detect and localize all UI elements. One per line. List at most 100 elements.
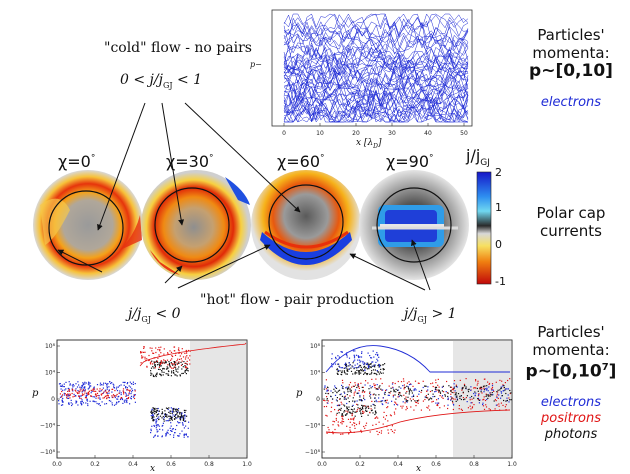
polar-cap-chi60 (251, 170, 361, 280)
scatter-point (69, 393, 71, 395)
scatter-point (181, 413, 183, 415)
scatter-point (154, 434, 156, 436)
scatter-point (340, 422, 342, 424)
scatter-point (176, 417, 178, 419)
trajectory-line (283, 41, 469, 64)
scatter-point (360, 369, 362, 371)
scatter-point (328, 429, 330, 431)
scatter-point (361, 415, 363, 417)
scatter-point (165, 420, 167, 422)
scatter-point (182, 418, 184, 421)
scatter-point (131, 391, 133, 393)
scatter-point (443, 391, 445, 393)
scatter-point (150, 411, 152, 413)
scatter-point (172, 411, 174, 413)
scatter-point (381, 389, 383, 391)
scatter-point (471, 406, 474, 408)
trajectory-line (283, 69, 469, 112)
scatter-point (351, 424, 353, 426)
scatter-point (495, 381, 497, 383)
trajectory-line (283, 90, 469, 119)
scatter-point (334, 394, 337, 396)
scatter-point (406, 406, 408, 408)
scatter-point (75, 395, 77, 397)
scatter-point (473, 404, 475, 406)
scatter-point (130, 398, 132, 400)
cap-label-chi90: χ=90° (386, 152, 434, 171)
scatter-point (372, 369, 375, 371)
scatter-point (68, 394, 70, 396)
scatter-point (384, 391, 386, 393)
scatter-point (367, 364, 369, 366)
scatter-point (356, 372, 358, 374)
scatter-point (363, 395, 365, 397)
scatter-point (167, 429, 169, 431)
scatter-point (150, 432, 152, 434)
scatter-point (108, 386, 110, 388)
scatter-point (334, 385, 336, 387)
scatter-point (470, 402, 472, 404)
scatter-point (154, 408, 156, 410)
scatter-point (490, 388, 493, 390)
trajectory-line (283, 24, 469, 60)
scatter-point (80, 388, 82, 390)
scatter-point (413, 388, 415, 390)
scatter-point (153, 436, 155, 438)
scatter-point (96, 402, 98, 405)
scatter-point (162, 374, 164, 376)
middle-right-line2: currents (540, 222, 602, 240)
bottom-right-legend-photons: photons (544, 426, 598, 442)
scatter-point (104, 382, 107, 384)
scatter-point (334, 409, 336, 411)
scatter-point (391, 400, 393, 402)
scatter-point (85, 382, 87, 384)
scatter-point (371, 370, 373, 372)
scatter-point (377, 388, 379, 390)
scatter-point (360, 382, 362, 384)
scatter-point (92, 400, 94, 402)
scatter-point (111, 396, 113, 398)
ytick-label: −10⁸ (305, 449, 321, 456)
scatter-point (96, 384, 99, 386)
scatter-point (348, 433, 350, 435)
scatter-point (501, 380, 503, 382)
scatter-point (162, 429, 164, 431)
scatter-point (495, 400, 497, 402)
scatter-point (101, 393, 103, 395)
scatter-point (159, 373, 161, 375)
scatter-point (165, 433, 167, 435)
scatter-point (151, 360, 153, 362)
scatter-point (71, 404, 73, 407)
scatter-point (450, 389, 452, 392)
scatter-point (165, 361, 167, 363)
scatter-point (362, 411, 364, 413)
scatter-point (116, 393, 118, 396)
scatter-point (348, 368, 350, 370)
scatter-point (376, 416, 378, 418)
scatter-point (505, 388, 507, 390)
scatter-point (163, 416, 165, 418)
scatter-point (443, 405, 445, 407)
scatter-point (79, 388, 81, 390)
scatter-point (165, 373, 167, 375)
scatter-point (153, 424, 155, 427)
scatter-point (154, 365, 156, 368)
scatter-point (458, 408, 460, 410)
scatter-point (140, 352, 142, 354)
scatter-point (389, 392, 391, 394)
bottom-left-shaded-region (190, 340, 247, 458)
scatter-point (86, 392, 88, 394)
scatter-point (401, 407, 403, 409)
scatter-point (351, 414, 353, 417)
bottom-right-momenta: p~[0,107] (525, 361, 617, 382)
scatter-point (327, 402, 329, 404)
scatter-point (153, 362, 155, 364)
scatter-point (63, 394, 66, 396)
scatter-point (121, 398, 124, 401)
scatter-point (484, 388, 486, 390)
scatter-point (182, 423, 184, 425)
xtick-label: 0.4 (128, 461, 138, 468)
scatter-point (86, 400, 89, 402)
scatter-point (498, 403, 500, 405)
